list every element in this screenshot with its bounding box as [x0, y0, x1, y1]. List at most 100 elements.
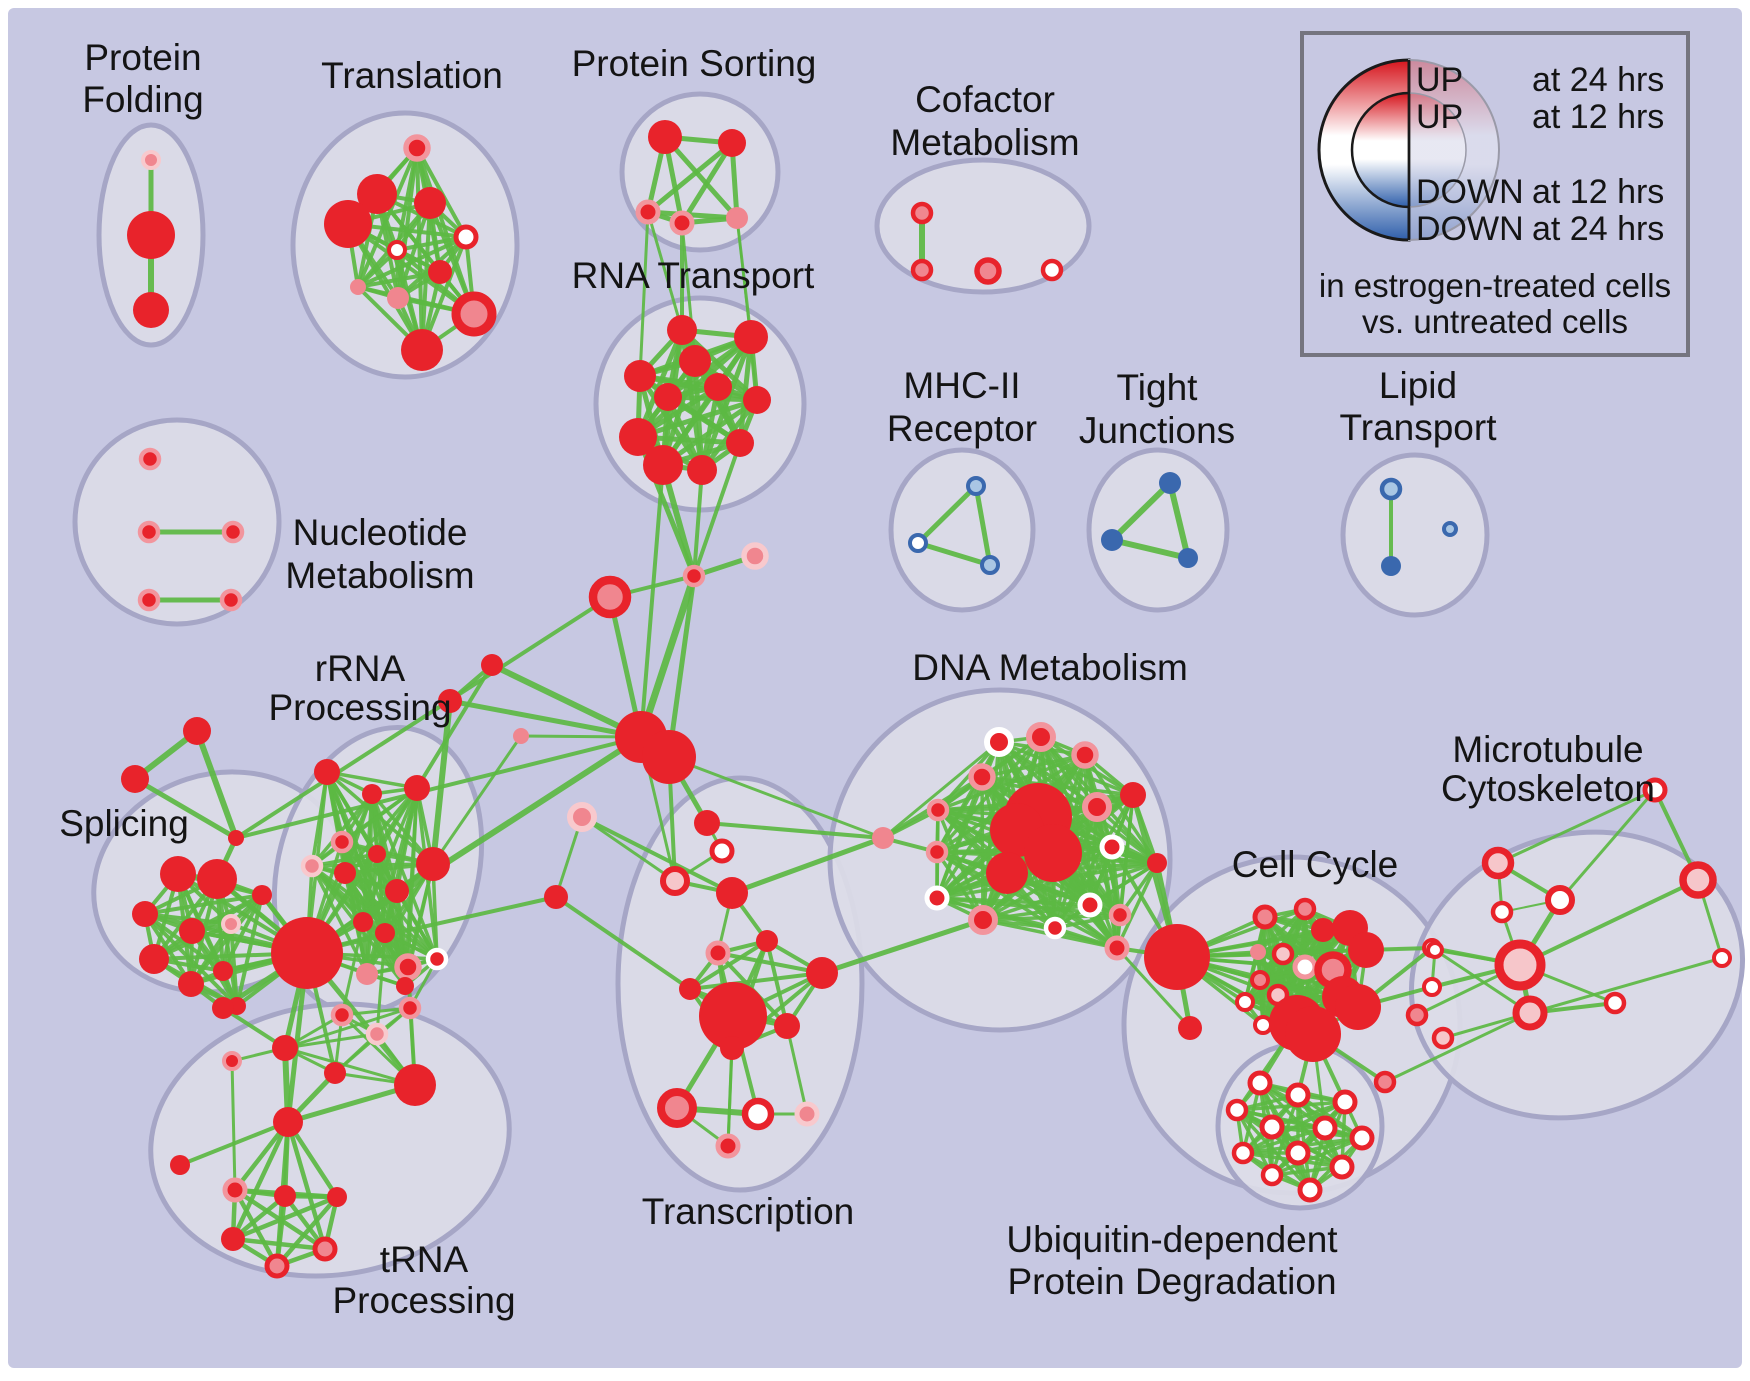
network-edge [981, 903, 1092, 922]
network-edge [430, 698, 453, 867]
cluster-label-cell-cycle: Cell Cycle [1232, 844, 1399, 885]
network-node-dm1 [984, 727, 1014, 757]
network-node-mt8 [1642, 777, 1668, 803]
network-edge [645, 140, 735, 215]
network-node-nm4 [137, 588, 161, 612]
network-node-tl10 [451, 291, 497, 337]
network-edge [935, 775, 984, 900]
network-edge [356, 270, 442, 289]
network-node-rt4 [624, 360, 656, 392]
network-node-rr2 [362, 784, 382, 804]
cluster-label-lipid-transport: Transport [1340, 407, 1498, 448]
network-node-ps5 [726, 207, 748, 229]
cluster-ellipse-nucleotide-metabolism [72, 417, 282, 627]
network-node-rr10 [353, 912, 373, 932]
network-edge [1167, 480, 1191, 561]
cluster-label-trna-processing: tRNA [380, 1239, 469, 1280]
cluster-label-nucleotide-metabolism: Metabolism [285, 555, 474, 596]
network-node-cc15 [1335, 984, 1381, 1030]
network-node-rr12 [394, 953, 422, 981]
network-node-sp1 [160, 856, 196, 892]
network-edge [1433, 948, 1532, 1015]
network-edge [666, 573, 697, 760]
network-node-ps1 [648, 120, 682, 154]
network-node-tx13 [741, 1097, 775, 1131]
network-node-dm8 [925, 840, 949, 864]
network-node-ub12 [1297, 1177, 1323, 1203]
network-node-rt7 [743, 386, 771, 414]
network-node-rr8 [385, 879, 409, 903]
cluster-label-tight-junctions: Junctions [1079, 410, 1235, 451]
cluster-ellipse-cofactor-metabolism [874, 157, 1092, 295]
network-node-dm4 [968, 763, 996, 791]
network-node-nm5 [219, 588, 243, 612]
network-node-th1 [222, 1177, 248, 1203]
network-node-rr5 [300, 854, 324, 878]
network-node-nm3 [221, 520, 245, 544]
network-node-rt3 [679, 345, 711, 377]
network-edge [447, 698, 644, 740]
network-node-rr15 [396, 977, 414, 995]
network-node-lr7 [222, 1051, 242, 1071]
network-node-dm12 [986, 852, 1028, 894]
network-edge [688, 971, 824, 991]
network-node-br1 [481, 654, 503, 676]
network-node-tl3 [414, 187, 446, 219]
network-edge [580, 815, 734, 895]
network-node-th3 [327, 1187, 347, 1207]
network-node-rt1 [667, 315, 697, 345]
network-edge [234, 595, 612, 840]
network-node-sp7 [139, 944, 169, 974]
network-edge [1518, 878, 1700, 967]
network-edge [375, 931, 387, 1036]
network-node-nm2 [137, 520, 161, 544]
network-node-tl9 [387, 287, 409, 309]
network-node-lr3 [398, 996, 422, 1020]
network-node-rt10 [643, 445, 683, 485]
network-edge [283, 1006, 412, 1050]
network-edge [973, 483, 993, 568]
network-node-nm1 [138, 447, 162, 471]
network-edge [881, 740, 1001, 840]
network-node-cc22 [1431, 1026, 1455, 1050]
network-node-mt4 [1426, 941, 1444, 959]
network-node-mt10 [1712, 948, 1732, 968]
network-edge [1235, 1100, 1347, 1112]
network-edge [716, 951, 824, 975]
network-node-dm6 [1120, 782, 1146, 808]
network-edge [283, 1046, 417, 1087]
network-edge [580, 815, 677, 883]
network-node-rr14 [356, 963, 378, 985]
network-node-dmb [872, 827, 894, 849]
network-edge [194, 728, 239, 841]
network-node-sp3 [132, 901, 158, 927]
network-node-th5 [312, 1236, 338, 1262]
network-edge [305, 895, 558, 955]
legend-caption-line2: vs. untreated cells [1362, 303, 1628, 340]
legend-up-12-time: at 12 hrs [1532, 98, 1664, 136]
network-node-tl2 [357, 174, 397, 214]
network-edge [1270, 1136, 1364, 1177]
network-node-ub6 [1312, 1115, 1338, 1141]
node-layer [121, 120, 1732, 1279]
network-edge [736, 217, 758, 401]
network-node-ub2 [1285, 1082, 1311, 1108]
network-node-ub5 [1259, 1114, 1285, 1140]
network-node-spt2 [121, 765, 149, 793]
network-node-tl1 [403, 134, 431, 162]
network-node-tj1 [1159, 472, 1181, 494]
network-edge [283, 1032, 379, 1050]
network-edge [1496, 788, 1657, 865]
network-node-tx2 [709, 838, 735, 864]
network-node-dm17 [1043, 916, 1067, 940]
network-edge [726, 1046, 734, 1148]
legend-down-12-state: DOWN [1416, 173, 1524, 211]
network-edge [819, 917, 986, 976]
network-edge [415, 663, 494, 790]
network-node-cc17 [1285, 1006, 1341, 1062]
network-node-ch3 [588, 575, 632, 619]
cluster-label-protein-folding: Protein [84, 37, 201, 78]
cluster-label-transcription: Transcription [642, 1191, 854, 1232]
network-node-rt9 [726, 429, 754, 457]
